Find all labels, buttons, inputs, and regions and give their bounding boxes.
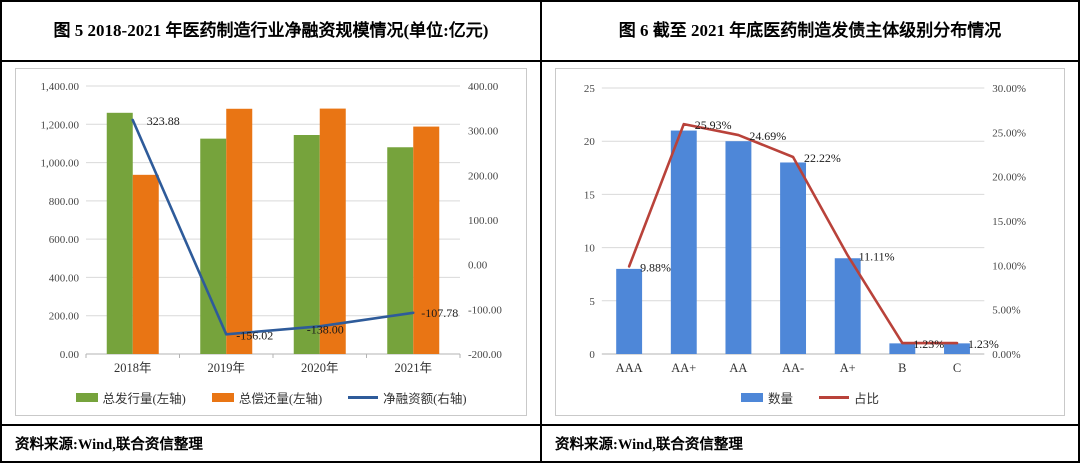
orange-bar-swatch bbox=[211, 392, 234, 402]
figure6-title: 图 6 截至 2021 年底医药制造发债主体级别分布情况 bbox=[540, 2, 1078, 60]
svg-text:1,200.00: 1,200.00 bbox=[41, 119, 80, 131]
svg-text:400.00: 400.00 bbox=[468, 81, 499, 93]
blue-line-swatch bbox=[348, 395, 379, 399]
svg-text:323.88: 323.88 bbox=[147, 114, 180, 128]
svg-text:1,400.00: 1,400.00 bbox=[41, 81, 80, 93]
figure5-source: 资料来源:Wind,联合资信整理 bbox=[2, 424, 540, 461]
svg-text:-138.00: -138.00 bbox=[307, 322, 344, 336]
legend-item-share: 占比 bbox=[819, 388, 879, 407]
legend-item-total-repayment: 总偿还量(左轴) bbox=[211, 388, 323, 407]
figure6-chart: 25 20 15 10 5 0 30.00% 25.00% 20.00% 15.00% 10.00%… bbox=[584, 83, 1026, 375]
svg-text:AAA: AAA bbox=[616, 361, 643, 375]
svg-text:200.00: 200.00 bbox=[468, 170, 499, 182]
svg-text:10.00%: 10.00% bbox=[992, 260, 1026, 272]
blue-bar-swatch bbox=[740, 392, 763, 402]
svg-text:20.00%: 20.00% bbox=[992, 172, 1026, 184]
svg-text:24.69%: 24.69% bbox=[749, 129, 786, 143]
svg-text:15.00%: 15.00% bbox=[992, 216, 1026, 228]
figure6-legend: 数量 占比 bbox=[556, 384, 1064, 410]
red-line-swatch bbox=[819, 395, 849, 399]
svg-text:2018年: 2018年 bbox=[114, 361, 152, 375]
svg-text:5: 5 bbox=[589, 296, 595, 308]
svg-text:AA+: AA+ bbox=[671, 361, 696, 375]
legend-label: 数量 bbox=[767, 391, 793, 406]
svg-text:600.00: 600.00 bbox=[49, 234, 80, 246]
svg-text:B: B bbox=[898, 361, 906, 375]
svg-text:-156.02: -156.02 bbox=[236, 328, 273, 342]
svg-text:5.00%: 5.00% bbox=[992, 305, 1020, 317]
figure5-chart-cell: 1,400.00 1,200.00 1,000.00 800.00 600.00 400.… bbox=[2, 60, 540, 424]
svg-text:0.00%: 0.00% bbox=[992, 349, 1020, 361]
figure5-title: 图 5 2018-2021 年医药制造行业净融资规模情况(单位:亿元) bbox=[2, 2, 540, 60]
legend-label: 占比 bbox=[854, 391, 880, 406]
svg-text:22.22%: 22.22% bbox=[804, 151, 841, 165]
svg-text:AA-: AA- bbox=[782, 361, 804, 375]
svg-text:1,000.00: 1,000.00 bbox=[41, 158, 80, 170]
figure6-source: 资料来源:Wind,联合资信整理 bbox=[540, 424, 1078, 461]
svg-text:15: 15 bbox=[584, 189, 595, 201]
svg-text:10: 10 bbox=[584, 243, 595, 255]
legend-item-count: 数量 bbox=[740, 388, 793, 407]
svg-text:800.00: 800.00 bbox=[49, 196, 80, 208]
figure5-legend: 总发行量(左轴) 总偿还量(左轴) 净融资额(右轴) bbox=[16, 384, 526, 410]
svg-text:300.00: 300.00 bbox=[468, 126, 499, 138]
svg-text:-100.00: -100.00 bbox=[468, 304, 502, 316]
svg-text:9.88%: 9.88% bbox=[640, 260, 671, 274]
svg-text:25: 25 bbox=[584, 83, 595, 95]
green-bar-swatch bbox=[75, 392, 98, 402]
svg-text:2020年: 2020年 bbox=[301, 361, 339, 375]
figure6-chart-area: 25 20 15 10 5 0 30.00% 25.00% 20.00% 15.00% 10.00%… bbox=[555, 68, 1065, 416]
svg-text:0: 0 bbox=[589, 349, 595, 361]
svg-text:400.00: 400.00 bbox=[49, 272, 80, 284]
legend-label: 总偿还量(左轴) bbox=[238, 391, 323, 406]
legend-label: 总发行量(左轴) bbox=[102, 391, 186, 406]
legend-label: 净融资额(右轴) bbox=[383, 391, 467, 406]
svg-text:30.00%: 30.00% bbox=[992, 83, 1026, 95]
svg-text:-200.00: -200.00 bbox=[468, 349, 502, 361]
svg-text:1.23%: 1.23% bbox=[968, 337, 999, 351]
svg-text:0.00: 0.00 bbox=[60, 349, 80, 361]
svg-text:25.00%: 25.00% bbox=[992, 127, 1026, 139]
svg-text:200.00: 200.00 bbox=[49, 311, 80, 323]
svg-text:C: C bbox=[953, 361, 961, 375]
legend-item-net-financing: 净融资额(右轴) bbox=[348, 388, 466, 407]
svg-text:2019年: 2019年 bbox=[207, 361, 245, 375]
figure6-chart-cell: 25 20 15 10 5 0 30.00% 25.00% 20.00% 15.00% 10.00%… bbox=[540, 60, 1078, 424]
svg-text:20: 20 bbox=[584, 136, 595, 148]
svg-text:1.23%: 1.23% bbox=[913, 337, 944, 351]
svg-text:0.00: 0.00 bbox=[468, 260, 488, 272]
figure5-chart: 1,400.00 1,200.00 1,000.00 800.00 600.00 400.… bbox=[41, 81, 503, 375]
svg-text:25.93%: 25.93% bbox=[695, 118, 732, 132]
svg-text:-107.78: -107.78 bbox=[421, 306, 458, 320]
svg-text:A+: A+ bbox=[840, 361, 856, 375]
svg-text:11.11%: 11.11% bbox=[859, 249, 895, 263]
figure5-chart-area: 1,400.00 1,200.00 1,000.00 800.00 600.00 400.… bbox=[15, 68, 527, 416]
svg-text:2021年: 2021年 bbox=[394, 361, 432, 375]
svg-text:AA: AA bbox=[729, 361, 747, 375]
svg-text:100.00: 100.00 bbox=[468, 215, 499, 227]
legend-item-total-issuance: 总发行量(左轴) bbox=[75, 388, 186, 407]
